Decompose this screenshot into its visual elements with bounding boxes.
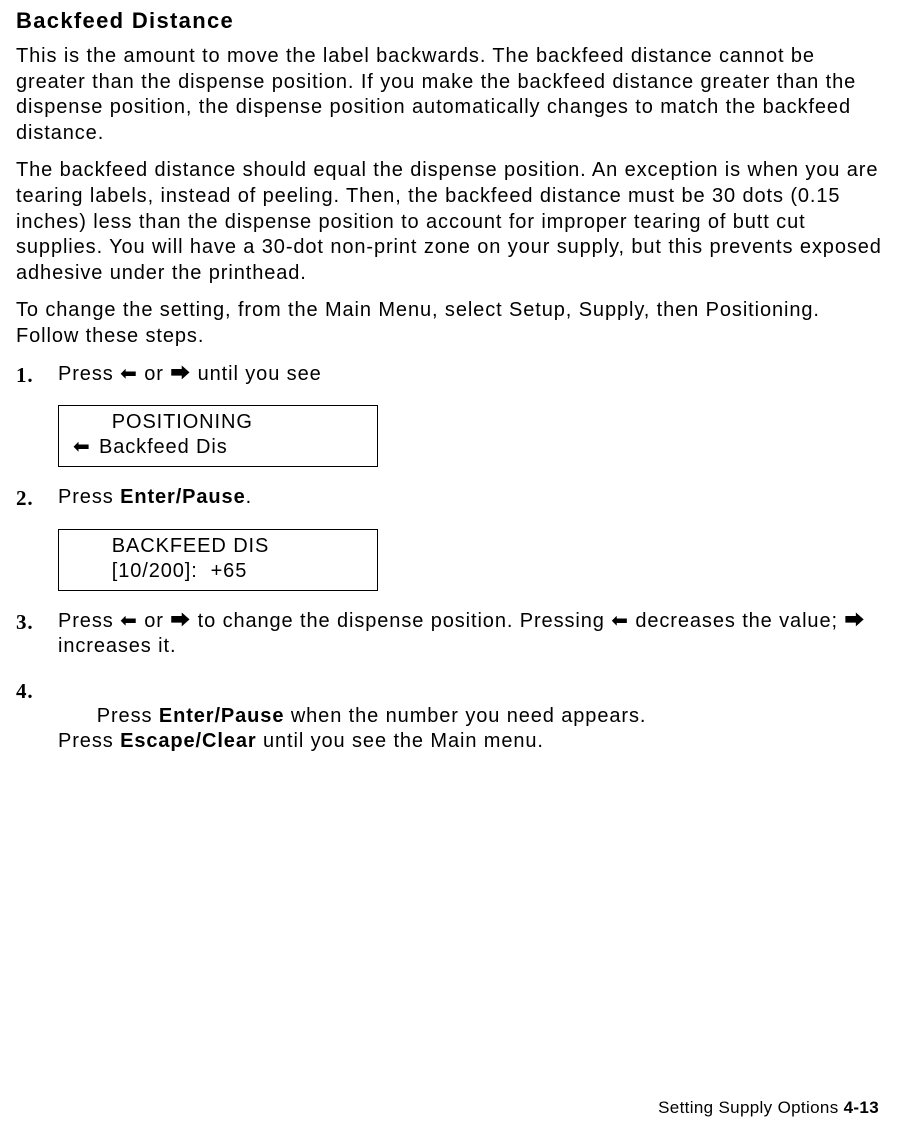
indent — [73, 535, 112, 557]
enter-pause-label: Enter/Pause — [120, 486, 246, 508]
steps-list-cont-3: Press ⬅ or ⮕ to change the dispense posi… — [16, 609, 883, 781]
paragraph-3: To change the setting, from the Main Men… — [16, 298, 883, 349]
paragraph-2: The backfeed distance should equal the d… — [16, 158, 883, 286]
display-1-line-2: ⬅Backfeed Dis — [73, 435, 369, 460]
display-2-line-2: [10/200]: +65 — [73, 559, 369, 584]
step-3-text-mid1: or — [138, 610, 171, 632]
display-text: [10/200]: +65 — [112, 560, 247, 582]
indent — [73, 411, 112, 433]
paragraph-1: This is the amount to move the label bac… — [16, 44, 883, 146]
steps-list: Press ⬅ or ⮕ until you see — [16, 362, 883, 388]
step-2-text-post: . — [246, 486, 252, 508]
escape-clear-label: Escape/Clear — [120, 730, 256, 752]
step-4-text-post: until you see the Main menu. — [257, 730, 544, 752]
step-3-text-mid3: decreases the value; — [629, 610, 844, 632]
page: Backfeed Distance This is the amount to … — [0, 8, 899, 1140]
right-arrow-icon: ⮕ — [170, 363, 191, 385]
display-box-2: BACKFEED DIS [10/200]: +65 — [58, 529, 378, 591]
left-arrow-icon: ⬅ — [120, 363, 138, 385]
left-arrow-icon: ⬅ — [611, 610, 629, 632]
enter-pause-label: Enter/Pause — [159, 705, 285, 727]
indent — [73, 560, 112, 582]
display-text: Backfeed Dis — [99, 436, 228, 458]
display-2-line-1: BACKFEED DIS — [73, 534, 369, 559]
step-2: Press Enter/Pause. — [16, 485, 883, 511]
step-3-text-mid2: to change the dispense position. Pressin… — [191, 610, 611, 632]
display-text: BACKFEED DIS — [112, 535, 270, 557]
step-2-text-pre: Press — [58, 486, 120, 508]
step-3-text-post: increases it. — [58, 635, 176, 657]
page-footer: Setting Supply Options 4-13 — [658, 1098, 879, 1118]
step-1: Press ⬅ or ⮕ until you see — [16, 362, 883, 388]
step-1-text-pre: Press — [58, 363, 120, 385]
left-arrow-icon: ⬅ — [120, 610, 138, 632]
step-4-text-pre: Press — [97, 705, 159, 727]
step-3-text-pre: Press — [58, 610, 120, 632]
step-4: Press Enter/Pause when the number you ne… — [16, 678, 883, 780]
step-3: Press ⬅ or ⮕ to change the dispense posi… — [16, 609, 883, 660]
steps-list-cont-2: Press Enter/Pause. — [16, 485, 883, 511]
display-box-1: POSITIONING ⬅Backfeed Dis — [58, 405, 378, 467]
footer-label: Setting Supply Options — [658, 1098, 843, 1117]
right-arrow-icon: ⮕ — [844, 610, 865, 632]
section-title: Backfeed Distance — [16, 8, 883, 34]
page-number: 4-13 — [844, 1098, 879, 1117]
step-1-text-mid: or — [138, 363, 171, 385]
display-1-line-1: POSITIONING — [73, 410, 369, 435]
display-text: POSITIONING — [112, 411, 253, 433]
left-arrow-icon: ⬅ — [73, 435, 99, 460]
right-arrow-icon: ⮕ — [170, 610, 191, 632]
step-1-text-post: until you see — [191, 363, 321, 385]
